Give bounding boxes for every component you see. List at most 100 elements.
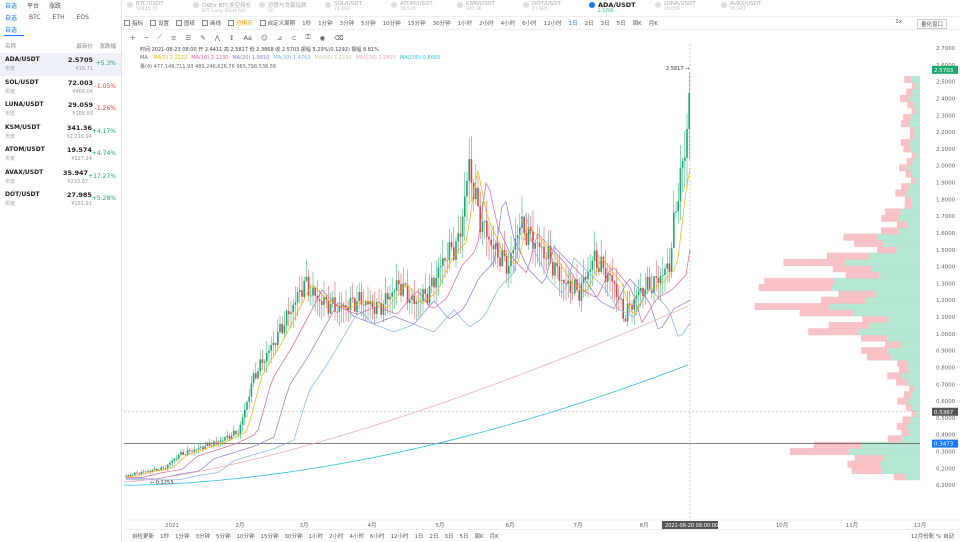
toolbar-item[interactable]: 3日	[600, 21, 610, 27]
crosshair-icon[interactable]: ✛	[130, 33, 136, 42]
col-name[interactable]: 名称	[5, 44, 17, 50]
toolbar-item[interactable]: 15分钟	[407, 21, 426, 27]
period-button[interactable]: 1小时	[308, 534, 324, 540]
candle-body	[160, 467, 162, 471]
eye-icon[interactable]: ◉	[319, 33, 326, 42]
toolbar-item[interactable]: 2日	[584, 21, 594, 27]
period-button[interactable]: 3日	[444, 534, 454, 540]
scale-options[interactable]: 12月份账 % 自动	[910, 534, 954, 540]
period-button[interactable]: 2日	[429, 534, 439, 540]
menu-change[interactable]: 涨跌	[49, 3, 62, 10]
toolbar-item[interactable]: 恐惧币	[228, 19, 253, 27]
candle-body	[200, 446, 202, 448]
ticker-tab[interactable]: 恐慌与贪婪指数 50	[256, 0, 322, 16]
col-price[interactable]: 最新价	[76, 44, 93, 50]
ticker-tab[interactable]: LUNA/USDT 29.059	[652, 0, 718, 16]
pattern-tool-icon[interactable]: ⋀	[214, 33, 221, 42]
period-button[interactable]: 月K	[489, 534, 499, 540]
tab-btc[interactable]: BTC	[29, 13, 41, 21]
ticker-tab[interactable]: ATOM/USDT 19.574	[388, 0, 454, 16]
magnet-icon[interactable]: ⊂	[291, 33, 297, 42]
toolbar-item[interactable]: 5日	[616, 21, 626, 27]
toolbar-item[interactable]: 4小时	[500, 21, 516, 27]
tab-eos[interactable]: EOS	[76, 13, 89, 21]
menu-platform[interactable]: 平台	[27, 3, 40, 10]
ticker-tab[interactable]: OKEx BTC多空持仓 BTC Long Short Rat	[190, 0, 256, 16]
period-button[interactable]: 6小时	[370, 534, 385, 540]
layout-button[interactable]: 量化窗口	[916, 19, 947, 29]
ticker-tab[interactable]: KSM/USDT 341.36	[454, 0, 520, 16]
candle-body	[305, 276, 308, 281]
toolbar-item[interactable]: 12小时	[543, 21, 562, 27]
toolbar-item[interactable]: 30分钟	[432, 21, 451, 27]
update-check-button[interactable]: 自检更新	[132, 534, 155, 540]
toolbar-item[interactable]: 图纸	[176, 19, 195, 27]
pair-row[interactable]: DOT/USDT 币安 27.985 ¥181.91 +5.28%	[0, 188, 121, 211]
toolbar-item[interactable]: 1小时	[457, 21, 473, 27]
pair-row[interactable]: KSM/USDT 币安 341.36 ¥2,218.94 +4.17%	[0, 121, 121, 144]
fib-tool-icon[interactable]: ☰	[185, 33, 192, 42]
lock-icon[interactable]: ⚿	[305, 33, 311, 41]
toolbar-item[interactable]: 2小时	[479, 21, 494, 27]
measure-tool-icon[interactable]: ↕	[229, 33, 235, 42]
candle-body	[567, 280, 569, 284]
toolbar-item[interactable]: 3分钟	[339, 21, 355, 27]
period-button[interactable]: 12小时	[390, 534, 409, 540]
period-button[interactable]: 1分钟	[175, 534, 190, 540]
text-tool-icon[interactable]: Aa	[243, 33, 252, 42]
candle-body	[351, 297, 354, 299]
emoji-tool-icon[interactable]: ☺	[260, 33, 268, 42]
period-button[interactable]: 2小时	[329, 534, 344, 540]
toolbar-item[interactable]: 10分钟	[382, 21, 401, 27]
brush-tool-icon[interactable]: ✎	[200, 33, 206, 42]
toolbar-item[interactable]: 设置	[150, 19, 169, 27]
ticker-tab[interactable]: ADA/USDT 2.5705	[586, 0, 652, 16]
period-button[interactable]: 5分钟	[216, 534, 231, 540]
toolbar-item[interactable]: 指标	[124, 19, 143, 27]
ray-tool-icon[interactable]: ⟋	[157, 33, 162, 41]
parallel-tool-icon[interactable]: ≡	[170, 33, 177, 42]
period-button[interactable]: 1秒	[160, 534, 170, 540]
toolbar-item[interactable]: 1日	[568, 21, 578, 27]
toolbar-item[interactable]: 月K	[648, 21, 658, 27]
period-button[interactable]: 3分钟	[195, 534, 211, 540]
pair-row[interactable]: SOL/USDT 币安 72.003 ¥468.04 -1.05%	[0, 76, 121, 99]
candle-body	[274, 342, 277, 346]
period-button[interactable]: 15分钟	[260, 534, 279, 540]
zoom-level[interactable]: 1x	[895, 19, 902, 25]
toolbar-item[interactable]: 周K	[632, 21, 642, 27]
line-tool-icon[interactable]: ─	[144, 33, 149, 42]
toolbar-item[interactable]: 1秒	[302, 21, 312, 27]
pair-row[interactable]: AVAX/USDT 币安 35.947 ¥233.67 +17.27%	[0, 166, 121, 189]
col-change[interactable]: 涨跌幅	[99, 44, 116, 50]
period-button[interactable]: 周K	[474, 534, 484, 540]
menu-favorites[interactable]: 自选	[5, 3, 18, 10]
ticker-tab[interactable]: SOL/USDT 72.003	[322, 0, 388, 16]
toolbar-item[interactable]: 画线	[202, 19, 221, 27]
period-button[interactable]: 10分钟	[236, 534, 255, 540]
pair-row[interactable]: LUNA/USDT 币安 29.059 ¥188.89 -1.26%	[0, 98, 121, 121]
tab-favorites[interactable]: 自选	[5, 14, 18, 22]
candle-body	[246, 401, 248, 410]
toolbar-item[interactable]: 1分钟	[318, 21, 333, 27]
toolbar-item[interactable]: 6小时	[522, 21, 537, 27]
ticker-tab[interactable]: DOT/USDT 27.985	[520, 0, 586, 16]
ticker-tab[interactable]: BTC/USDT 50425.75	[124, 0, 190, 16]
delete-icon[interactable]: ⌫	[334, 33, 344, 42]
pair-row[interactable]: ADA/USDT 币安 2.5705 ¥16.71 +5.3%	[0, 53, 121, 76]
favorites-label[interactable]: 自选	[4, 23, 24, 36]
toolbar-item[interactable]: 5分钟	[361, 21, 376, 27]
price-chart[interactable]: 2.70002.60002.50002.40002.30002.20002.10…	[124, 44, 960, 529]
period-button[interactable]: 1日	[414, 534, 424, 540]
period-button[interactable]: 30分钟	[284, 534, 303, 540]
ruler-icon[interactable]: ⊿	[276, 33, 283, 42]
pair-row[interactable]: ATOM/USDT 币安 19.574 ¥127.24 +4.74%	[0, 143, 121, 166]
candle-body	[365, 301, 367, 306]
toolbar-item[interactable]: 自定义周期	[259, 19, 295, 27]
ticker-tab[interactable]: AVAX/USDT 35.947	[718, 0, 784, 16]
period-button[interactable]: 5日	[459, 534, 469, 540]
period-button[interactable]: 4小时	[349, 534, 365, 540]
volume-profile-sell	[901, 183, 910, 191]
tab-eth[interactable]: ETH	[52, 13, 65, 21]
candle-body	[279, 323, 281, 333]
